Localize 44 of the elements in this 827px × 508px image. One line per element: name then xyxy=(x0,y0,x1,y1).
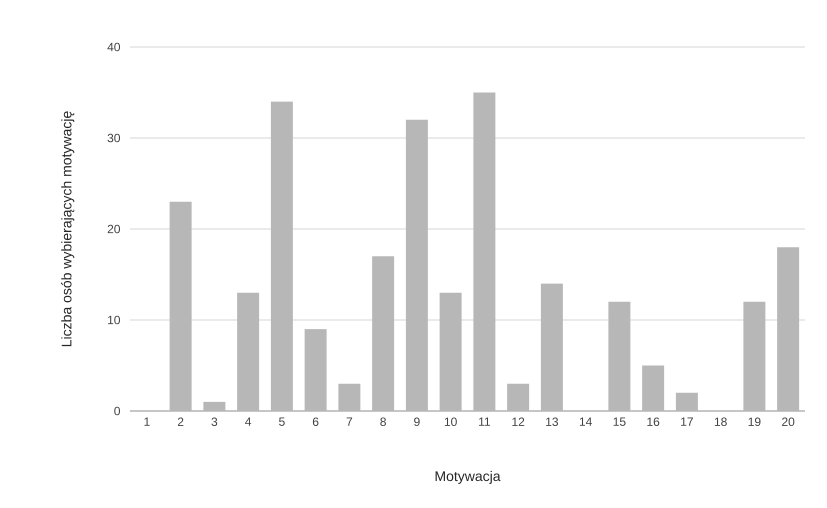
x-tick-label: 19 xyxy=(748,418,760,426)
x-tick-label: 8 xyxy=(380,418,386,426)
x-tick-label: 3 xyxy=(211,418,218,426)
bar xyxy=(777,247,800,411)
x-tick-label: 13 xyxy=(546,418,558,426)
y-tick-label: 30 xyxy=(108,134,120,142)
x-tick-label: 2 xyxy=(178,418,184,426)
bar xyxy=(338,384,360,411)
x-tick-label: 12 xyxy=(512,418,524,426)
bar xyxy=(743,302,766,411)
bar xyxy=(170,202,192,411)
bar xyxy=(270,102,293,411)
y-tick-label: 0 xyxy=(114,406,120,416)
bar xyxy=(473,92,496,411)
x-tick-label: 7 xyxy=(346,418,352,426)
bar xyxy=(372,256,394,411)
y-axis-title: Liczba osób wybierających motywację xyxy=(61,111,74,346)
x-tick-label: 17 xyxy=(681,418,693,426)
bar xyxy=(203,402,226,411)
x-tick-label: 6 xyxy=(312,418,318,426)
x-tick-label: 15 xyxy=(614,418,626,426)
bar xyxy=(406,120,428,411)
x-tick-label: 1 xyxy=(144,418,150,426)
bar xyxy=(540,284,563,411)
x-tick-label: 4 xyxy=(245,418,252,426)
bar xyxy=(440,292,462,411)
x-tick-label: 16 xyxy=(647,418,660,426)
x-axis-title: Motywacja xyxy=(436,470,501,484)
x-tick-label: 9 xyxy=(414,418,420,426)
bar xyxy=(304,329,327,411)
bar xyxy=(676,392,698,411)
y-tick-label: 40 xyxy=(107,42,120,52)
y-tick-label: 10 xyxy=(108,316,120,324)
x-tick-label: 11 xyxy=(479,418,490,426)
x-tick-label: 18 xyxy=(714,418,727,426)
bar xyxy=(507,384,530,411)
y-tick-label: 20 xyxy=(108,224,120,234)
x-tick-label: 20 xyxy=(782,418,794,426)
bar xyxy=(237,292,260,411)
x-tick-label: 5 xyxy=(279,418,285,426)
bar xyxy=(642,366,664,411)
x-tick-label: 10 xyxy=(444,418,457,426)
bar xyxy=(608,302,630,411)
x-tick-label: 14 xyxy=(580,418,592,426)
